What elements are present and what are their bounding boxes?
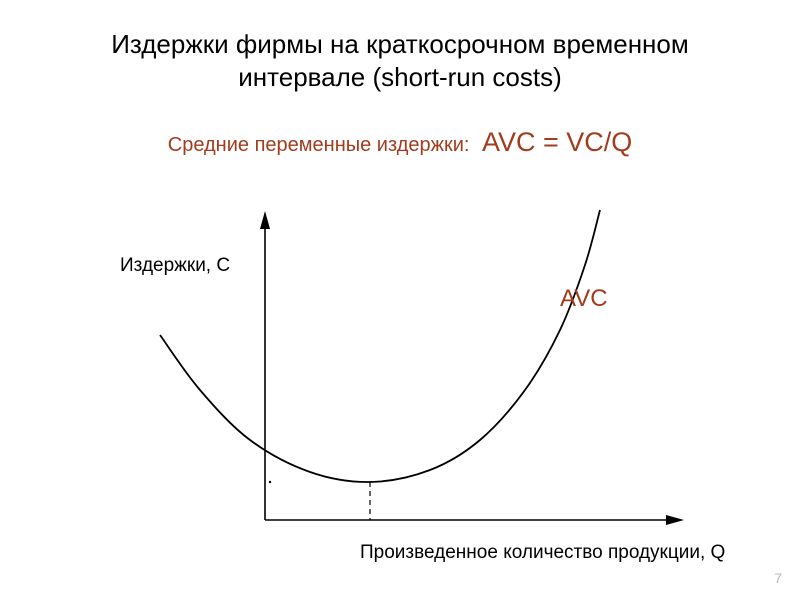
formula-row: Средние переменные издержки: AVC = VC/Q xyxy=(0,127,800,158)
title-line-2: интервале (short-run costs) xyxy=(0,61,800,94)
slide-number: 7 xyxy=(774,570,782,586)
y-axis-label: Издержки, С xyxy=(120,255,230,277)
formula-equation: AVC = VC/Q xyxy=(482,127,632,157)
title-line-1: Издержки фирмы на краткосрочном временно… xyxy=(0,28,800,61)
slide-title: Издержки фирмы на краткосрочном временно… xyxy=(0,0,800,93)
curve-label: AVC xyxy=(560,285,608,313)
avc-chart: Издержки, С AVC Произведенное количество… xyxy=(0,200,800,580)
formula-label: Средние переменные издержки: xyxy=(168,134,470,156)
x-axis-label: Произведенное количество продукции, Q xyxy=(360,542,725,564)
